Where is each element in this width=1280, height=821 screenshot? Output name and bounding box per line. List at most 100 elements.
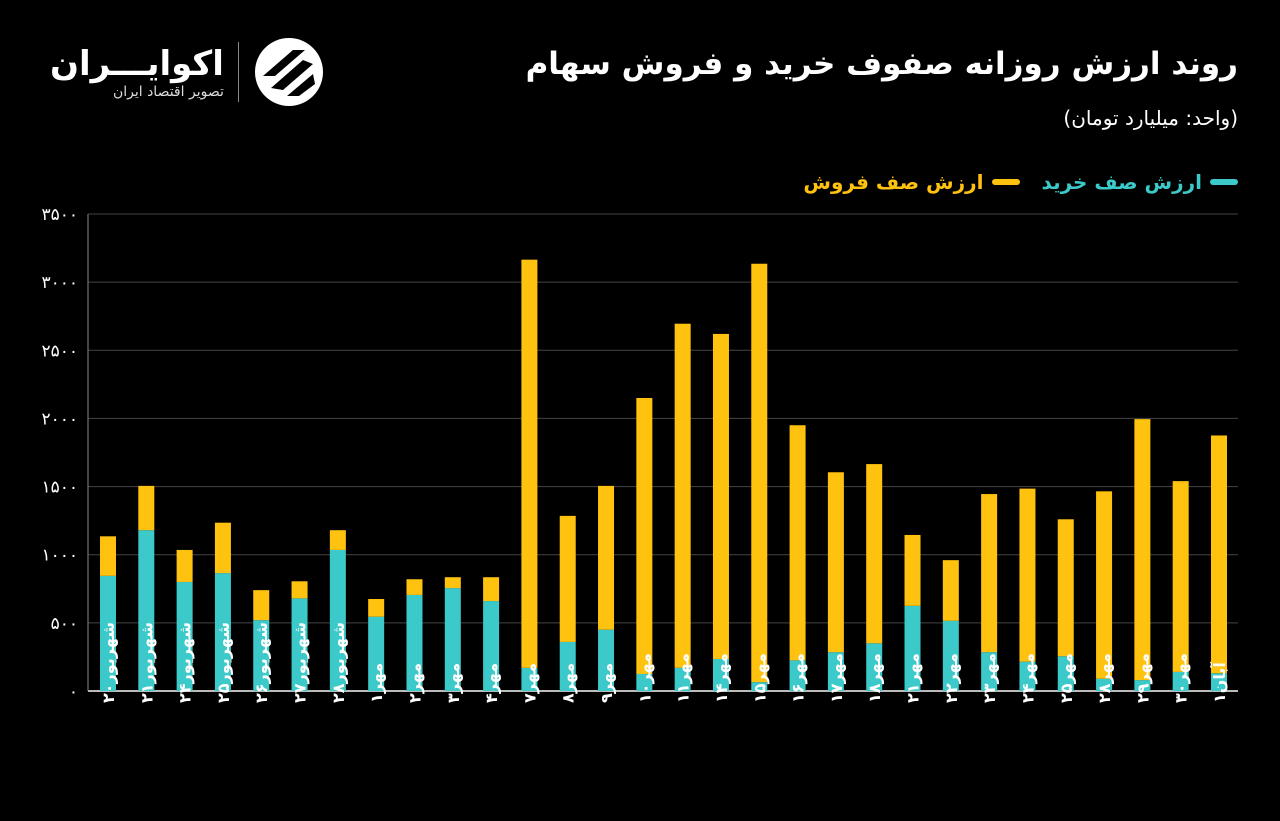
- y-tick-label: ۳۰۰۰: [41, 273, 78, 293]
- bar-buy: [866, 643, 883, 691]
- bar-sell: [329, 530, 346, 550]
- y-tick-label: ۳۵۰۰: [41, 205, 78, 225]
- bar-buy: [329, 549, 346, 691]
- bar-sell: [1134, 419, 1151, 681]
- x-tick-label: مهر۱۰: [635, 653, 654, 703]
- x-tick-label: مهر۲: [405, 663, 424, 703]
- bar-sell: [636, 397, 653, 674]
- legend-item-buy: ارزش صف خرید: [1042, 170, 1238, 194]
- bar-sell: [942, 560, 959, 621]
- bar-buy: [827, 652, 844, 691]
- bar-sell: [521, 259, 538, 668]
- bar-buy: [942, 620, 959, 691]
- bar-buy: [712, 658, 729, 691]
- x-tick-label: شهریور۲۶: [252, 622, 271, 703]
- logo-divider: [237, 42, 239, 102]
- logo-mark-icon: [254, 38, 323, 106]
- legend-swatch-sell: [991, 179, 1020, 185]
- x-tick-label: شهریور۲۷: [291, 622, 310, 703]
- bar-sell: [368, 599, 385, 617]
- bar-sell: [1096, 491, 1113, 679]
- x-tick-label: مهر۳: [444, 663, 463, 703]
- x-tick-label: مهر۲۳: [980, 653, 999, 703]
- bar-buy: [598, 629, 615, 691]
- x-tick-label: مهر۱: [367, 663, 386, 703]
- bar-buy: [1057, 656, 1074, 691]
- logo: اکوایـــران تصویر اقتصاد ایران: [50, 36, 325, 108]
- x-tick-label: شهریور۲۵: [214, 622, 233, 703]
- bar-sell: [138, 485, 155, 531]
- x-tick-label: مهر۳۰: [1172, 653, 1191, 703]
- bar-buy: [636, 673, 653, 691]
- bar-sell: [253, 590, 270, 621]
- x-tick-label: مهر۲۹: [1133, 653, 1152, 703]
- chart-title: روند ارزش روزانه صفوف خرید و فروش سهام: [525, 46, 1238, 82]
- x-tick-label: مهر۱۶: [789, 653, 808, 703]
- x-tick-label: آبان۱: [1209, 662, 1229, 703]
- bar-buy: [100, 575, 116, 691]
- x-tick-label: مهر۷: [520, 663, 539, 703]
- y-tick-label: ۰: [69, 682, 78, 702]
- bar-sell: [176, 549, 193, 582]
- y-tick-label: ۱۰۰۰: [41, 546, 78, 566]
- bar-sell: [406, 579, 423, 595]
- x-tick-label: مهر۲۵: [1057, 653, 1076, 703]
- bar-buy: [981, 652, 998, 691]
- y-tick-label: ۲۰۰۰: [41, 409, 78, 429]
- legend-swatch-buy: [1210, 179, 1238, 185]
- bar-sell: [751, 263, 768, 683]
- bar-sell: [981, 494, 998, 653]
- legend-label-sell: ارزش صف فروش: [803, 170, 984, 194]
- x-tick-label: مهر۲۲: [942, 653, 961, 703]
- bar-sell: [789, 425, 806, 661]
- bar-sell: [866, 464, 883, 644]
- x-tick-label: مهر۸: [559, 663, 578, 703]
- bar-sell: [1019, 488, 1036, 662]
- bar-sell: [827, 472, 844, 653]
- x-tick-label: مهر۱۸: [865, 653, 884, 703]
- x-tick-label: مهر۱۱: [674, 653, 693, 703]
- y-tick-label: ۲۵۰۰: [41, 341, 78, 361]
- bar-sell: [904, 534, 921, 606]
- bar-sell: [100, 536, 116, 576]
- bar-buy: [559, 641, 576, 691]
- x-tick-label: مهر۴: [482, 663, 501, 703]
- bar-buy: [1211, 673, 1227, 691]
- x-tick-label: شهریور۲۸: [329, 622, 348, 703]
- bar-sell: [598, 485, 615, 630]
- bar-sell: [712, 333, 729, 659]
- chart-subtitle: (واحد: میلیارد تومان): [1063, 106, 1238, 130]
- x-tick-label: شهریور۲۰: [99, 622, 118, 703]
- bar-buy: [1096, 678, 1113, 691]
- bar-sell: [1057, 519, 1074, 657]
- x-tick-label: شهریور۲۱: [137, 622, 156, 703]
- bar-buy: [1172, 671, 1189, 691]
- x-tick-label: مهر۹: [597, 663, 616, 703]
- bar-sell: [444, 577, 461, 589]
- bar-buy: [176, 581, 193, 691]
- bar-buy: [674, 667, 691, 691]
- legend: ارزش صف خرید ارزش صف فروش: [803, 170, 1238, 194]
- x-tick-label: مهر۱۵: [750, 653, 769, 703]
- bar-buy: [1134, 680, 1151, 691]
- y-tick-label: ۵۰۰: [51, 614, 78, 634]
- bar-buy: [751, 682, 768, 691]
- bar-buy: [789, 660, 806, 691]
- x-tick-label: مهر۲۱: [904, 653, 923, 703]
- y-tick-label: ۱۵۰۰: [41, 478, 78, 498]
- bar-buy: [368, 616, 385, 691]
- x-tick-label: مهر۱۴: [712, 653, 731, 703]
- bar-sell: [483, 577, 500, 602]
- bar-buy: [214, 573, 231, 691]
- bar-buy: [483, 601, 500, 691]
- bar-sell: [214, 522, 231, 574]
- legend-item-sell: ارزش صف فروش: [803, 170, 1020, 194]
- bar-sell: [1211, 435, 1227, 674]
- bar-buy: [1019, 661, 1036, 691]
- bar-buy: [406, 594, 423, 691]
- bar-buy: [291, 598, 308, 691]
- x-tick-label: مهر۲۴: [1018, 653, 1037, 703]
- x-tick-label: مهر۱۷: [827, 653, 846, 703]
- bar-sell: [1172, 481, 1189, 672]
- x-tick-label: شهریور۲۴: [176, 622, 195, 703]
